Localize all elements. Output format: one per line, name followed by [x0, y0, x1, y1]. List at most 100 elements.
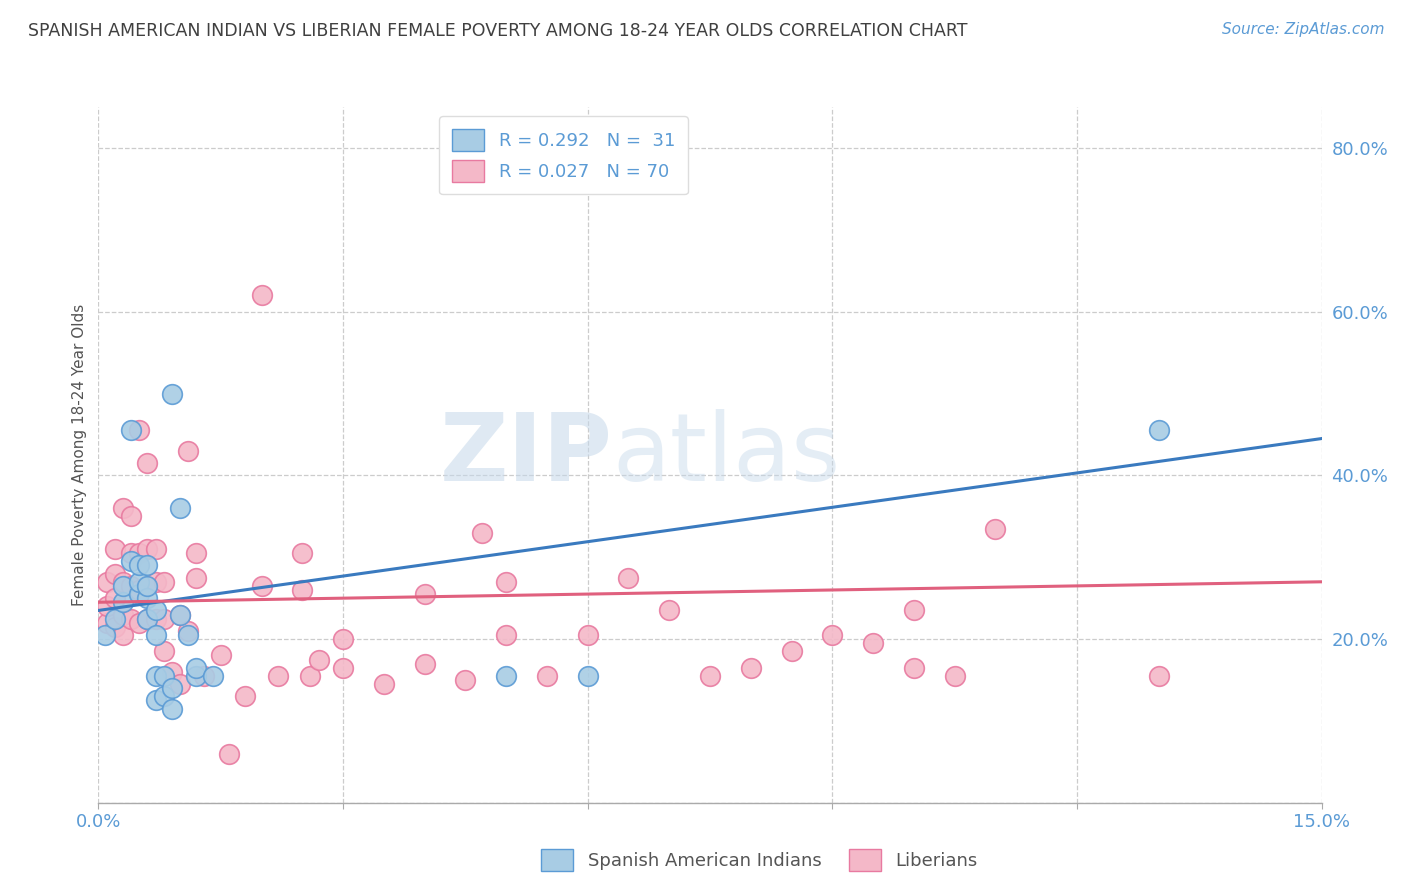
Point: [104, 566, 127, 581]
Point: [169, 607, 191, 622]
Point: [291, 582, 314, 597]
Point: [267, 669, 290, 683]
Point: [120, 554, 142, 568]
Point: [454, 673, 477, 687]
Point: [250, 288, 273, 302]
Y-axis label: Female Poverty Among 18-24 Year Olds: Female Poverty Among 18-24 Year Olds: [72, 304, 87, 606]
Point: [903, 661, 925, 675]
Point: [186, 546, 208, 560]
Point: [96, 599, 118, 614]
Point: [136, 591, 159, 606]
Point: [111, 595, 134, 609]
Point: [160, 386, 183, 401]
Point: [152, 669, 174, 683]
Point: [94, 628, 117, 642]
Point: [136, 579, 159, 593]
Point: [145, 693, 167, 707]
Point: [120, 579, 142, 593]
Point: [740, 661, 762, 675]
Point: [658, 603, 681, 617]
Point: [186, 571, 208, 585]
Point: [903, 603, 925, 617]
Point: [1147, 669, 1170, 683]
Point: [120, 423, 142, 437]
Point: [160, 665, 183, 679]
Point: [984, 522, 1007, 536]
Point: [160, 681, 183, 696]
Point: [152, 644, 174, 658]
Point: [332, 661, 354, 675]
Point: [332, 632, 354, 646]
Point: [145, 628, 167, 642]
Point: [943, 669, 966, 683]
Point: [250, 579, 273, 593]
Point: [120, 612, 142, 626]
Point: [299, 669, 322, 683]
Point: [308, 652, 330, 666]
Point: [128, 615, 150, 630]
Point: [104, 591, 127, 606]
Point: [136, 542, 159, 557]
Point: [104, 620, 127, 634]
Point: [145, 612, 167, 626]
Point: [576, 669, 599, 683]
Point: [136, 612, 159, 626]
Point: [111, 501, 134, 516]
Point: [128, 587, 150, 601]
Point: [111, 579, 134, 593]
Point: [120, 509, 142, 524]
Point: [111, 574, 134, 589]
Point: [136, 612, 159, 626]
Point: [413, 587, 436, 601]
Point: [169, 607, 191, 622]
Point: [96, 574, 118, 589]
Point: [104, 612, 127, 626]
Point: [862, 636, 884, 650]
Point: [291, 546, 314, 560]
Point: [193, 669, 215, 683]
Text: atlas: atlas: [612, 409, 841, 501]
Point: [128, 582, 150, 597]
Point: [152, 574, 174, 589]
Point: [160, 701, 183, 715]
Point: [136, 456, 159, 470]
Point: [145, 603, 167, 617]
Point: [495, 628, 517, 642]
Point: [495, 669, 517, 683]
Point: [1147, 423, 1170, 437]
Point: [136, 558, 159, 573]
Point: [96, 615, 118, 630]
Point: [177, 628, 200, 642]
Point: [495, 574, 517, 589]
Point: [233, 690, 256, 704]
Point: [576, 628, 599, 642]
Point: [186, 669, 208, 683]
Point: [128, 546, 150, 560]
Point: [152, 690, 174, 704]
Point: [201, 669, 224, 683]
Point: [373, 677, 395, 691]
Point: [136, 579, 159, 593]
Point: [128, 558, 150, 573]
Point: [128, 574, 150, 589]
Point: [536, 669, 558, 683]
Point: [821, 628, 844, 642]
Point: [145, 574, 167, 589]
Point: [699, 669, 721, 683]
Legend: R = 0.292   N =  31, R = 0.027   N = 70: R = 0.292 N = 31, R = 0.027 N = 70: [439, 116, 688, 194]
Text: Source: ZipAtlas.com: Source: ZipAtlas.com: [1222, 22, 1385, 37]
Point: [128, 423, 150, 437]
Point: [177, 443, 200, 458]
Legend: Spanish American Indians, Liberians: Spanish American Indians, Liberians: [533, 842, 986, 879]
Point: [111, 628, 134, 642]
Text: ZIP: ZIP: [439, 409, 612, 501]
Point: [169, 501, 191, 516]
Point: [617, 571, 640, 585]
Point: [209, 648, 232, 663]
Point: [145, 542, 167, 557]
Point: [471, 525, 494, 540]
Point: [104, 542, 127, 557]
Point: [120, 546, 142, 560]
Point: [177, 624, 200, 638]
Point: [169, 677, 191, 691]
